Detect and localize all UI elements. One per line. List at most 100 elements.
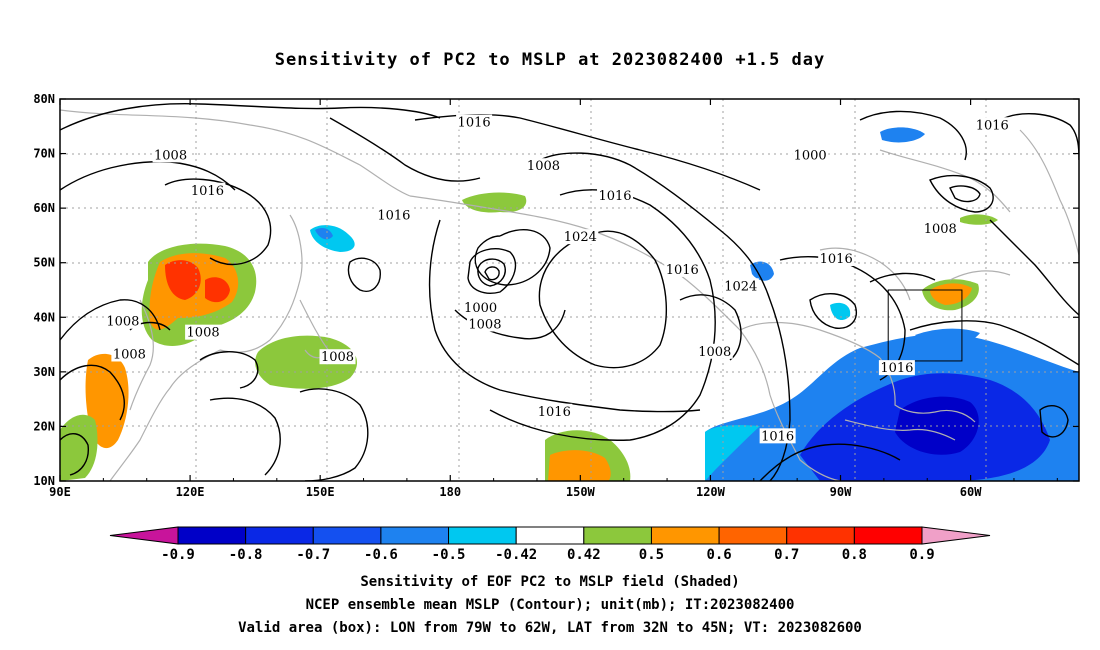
- positive-peak-korea: [205, 277, 230, 303]
- lon-tick-label: 60W: [960, 485, 982, 499]
- contour-label-text: 1008: [468, 317, 501, 332]
- colorbar-label: 0.42: [567, 547, 601, 563]
- lat-tick-label: 10N: [33, 474, 55, 488]
- contour-label: 1016: [189, 182, 226, 199]
- contour-label-text: 1000: [464, 301, 497, 316]
- contour-label-bg: [922, 220, 959, 236]
- contour-label-bg: [466, 316, 503, 332]
- lon-tick-label: 90E: [49, 485, 71, 499]
- colorbar-label: -0.9: [161, 547, 195, 563]
- contour-label: 1024: [562, 229, 599, 245]
- contour-label-text: 1016: [761, 429, 794, 444]
- contour-label-bg: [722, 278, 759, 294]
- contour-label: 1024: [722, 278, 759, 294]
- lon-tick-label: 150W: [566, 485, 596, 499]
- contour-label-bg: [104, 313, 141, 329]
- contour-label: 1008: [111, 346, 148, 362]
- negative-patch-hudson: [750, 261, 774, 281]
- contour-label-bg: [462, 300, 499, 316]
- negative-patch-great-lakes: [830, 302, 851, 321]
- contour-label: 1008: [922, 220, 959, 237]
- colorbar-label: 0.8: [842, 547, 867, 563]
- contour-label: 1016: [597, 188, 634, 204]
- contour-label-text: 1016: [191, 184, 224, 199]
- lat-tick-label: 60N: [33, 201, 55, 215]
- colorbar-segment: [718, 526, 788, 545]
- contour-label: 1008: [466, 316, 503, 332]
- colorbar-low-triangle: [109, 526, 179, 545]
- contour-label: 1016: [974, 117, 1011, 133]
- colorbar-segment: [515, 526, 585, 545]
- lat-tick-label: 40N: [33, 310, 55, 324]
- contour-label: 1008: [696, 343, 733, 360]
- positive-edge-indochina: [60, 414, 98, 481]
- contour-label-bg: [536, 403, 573, 419]
- contour-label-bg: [562, 229, 599, 245]
- colorbar-label: 0.9: [909, 547, 934, 563]
- lon-tick-label: 150E: [306, 485, 335, 499]
- positive-core-east-pacific: [548, 450, 611, 481]
- lat-tick-label: 50N: [33, 256, 55, 270]
- contour-label: 1008: [104, 313, 141, 330]
- colorbar-label: -0.42: [495, 547, 537, 563]
- lat-tick-label: 30N: [33, 365, 55, 379]
- caption-line-1: Sensitivity of EOF PC2 to MSLP field (Sh…: [360, 574, 740, 590]
- contour-label-text: 1008: [187, 326, 220, 341]
- figure-title: Sensitivity of PC2 to MSLP at 2023082400…: [274, 50, 826, 70]
- mslp-contours: [60, 103, 1079, 481]
- contour-label-bg: [664, 261, 701, 277]
- map-frame: [59, 98, 1080, 482]
- contour-label-bg: [189, 182, 226, 198]
- colorbar-segment: [380, 526, 450, 545]
- colorbar-segment: [177, 526, 247, 545]
- lon-tick-label: 180: [439, 485, 461, 499]
- contour-label-bg: [792, 147, 829, 163]
- colorbar-label: 0.6: [706, 547, 731, 563]
- colorbar-segment: [312, 526, 382, 545]
- contour-label-bg: [974, 117, 1011, 133]
- positive-region-indochina: [85, 353, 129, 449]
- contour-labels: 1016 1008 1016 1008 1016 1016 1024 1016 1024 1000…: [104, 114, 1011, 444]
- colorbar-segment: [650, 526, 720, 545]
- map-panel: 1016 1008 1016 1008 1016 1016 1024 1016 1024 1000…: [33, 92, 1080, 499]
- contour-label-bg: [525, 158, 562, 174]
- negative-box-region: [915, 328, 980, 351]
- contour-label-text: 1008: [106, 315, 139, 330]
- contour-label: 1016: [759, 428, 796, 444]
- contour-label: 1016: [375, 207, 412, 223]
- contour-label: 1008: [152, 147, 189, 163]
- contour-label: 1000: [792, 147, 829, 163]
- colorbar-segment: [448, 526, 517, 545]
- lat-tick-label: 20N: [33, 419, 55, 433]
- colorbar-segment: [245, 526, 314, 545]
- negative-edge-atlantic: [705, 425, 760, 481]
- lon-tick-label: 120E: [176, 485, 205, 499]
- contour-label-text: 1024: [564, 230, 597, 245]
- map-axes: 90E 120E 150E 180 150W 120W 90W 60W 10N 20N 30N 40N…: [33, 92, 1079, 499]
- colorbar: -0.9 -0.8 -0.7 -0.6 -0.5 -0.42 0.42 0.5 0.6 0.7 0.…: [109, 526, 991, 563]
- positive-region-greenland-south: [960, 214, 998, 225]
- lon-tick-label: 120W: [696, 485, 726, 499]
- colorbar-segment: [583, 526, 652, 545]
- contour-label-bg: [319, 349, 356, 365]
- colorbar-segment: [786, 526, 855, 545]
- contour-label-bg: [878, 360, 915, 376]
- contour-label: 1016: [818, 250, 855, 267]
- negative-core-okhotsk: [315, 228, 333, 240]
- contour-label: 1008: [525, 158, 562, 174]
- contour-label: 1000: [462, 300, 499, 316]
- contour-label-text: 1008: [154, 148, 187, 163]
- contour-label-text: 1008: [113, 347, 146, 362]
- colorbar-label: -0.7: [296, 547, 330, 563]
- valid-area-box: [887, 289, 963, 362]
- coastlines: [60, 109, 1079, 481]
- contour-label: 1008: [319, 349, 356, 365]
- contour-label-bg: [759, 428, 796, 444]
- contour-label: 1016: [664, 261, 701, 278]
- contour-label-text: 1016: [377, 208, 410, 223]
- contour-label-text: 1008: [527, 159, 560, 174]
- negative-patch-arctic: [880, 127, 925, 143]
- lon-tick-label: 90W: [830, 485, 852, 499]
- contour-label-text: 1016: [458, 116, 491, 131]
